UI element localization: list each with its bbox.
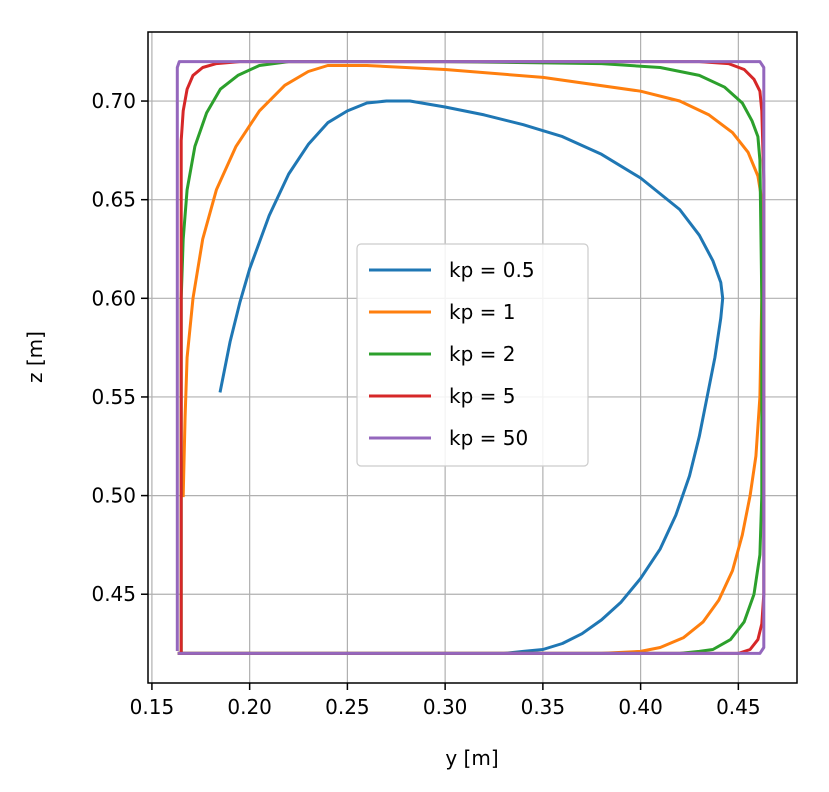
- x-tick-label: 0.25: [325, 695, 370, 719]
- legend-entry-label: kp = 50: [449, 426, 528, 450]
- y-tick-label: 0.65: [91, 188, 136, 212]
- plot-frame: [147, 31, 798, 684]
- legend-entry-label: kp = 5: [449, 384, 515, 408]
- y-tick-label: 0.60: [91, 286, 136, 310]
- x-tick-label: 0.35: [521, 695, 566, 719]
- series-line-4: [177, 60, 766, 655]
- y-tick-label: 0.55: [91, 385, 136, 409]
- y-tick-label: 0.45: [91, 582, 136, 606]
- x-tick-label: 0.40: [618, 695, 663, 719]
- legend-entry-label: kp = 0.5: [449, 258, 535, 282]
- series-line-3: [177, 60, 764, 655]
- y-axis-label: z [m]: [23, 331, 47, 383]
- series-layer: [175, 60, 766, 655]
- series-line-2: [177, 64, 764, 655]
- x-tick-label: 0.45: [716, 695, 761, 719]
- x-tick-label: 0.20: [227, 695, 272, 719]
- legend-box: [356, 243, 589, 467]
- series-line-1: [177, 99, 725, 655]
- legend: kp = 0.5 kp = 1 kp = 2 kp = 5 kp = 50: [356, 243, 589, 467]
- x-tick-label: 0.15: [130, 695, 175, 719]
- series-line-5: [175, 60, 766, 655]
- legend-entry-label: kp = 1: [449, 300, 515, 324]
- y-axis: 0.45 0.50 0.55 0.60 0.65 0.70: [91, 89, 148, 606]
- x-axis: 0.15 0.20 0.25 0.30 0.35 0.40 0.45: [130, 683, 761, 719]
- x-tick-label: 0.30: [423, 695, 468, 719]
- y-tick-label: 0.70: [91, 89, 136, 113]
- y-tick-label: 0.50: [91, 484, 136, 508]
- x-axis-label: y [m]: [445, 746, 498, 770]
- legend-entry-label: kp = 2: [449, 342, 515, 366]
